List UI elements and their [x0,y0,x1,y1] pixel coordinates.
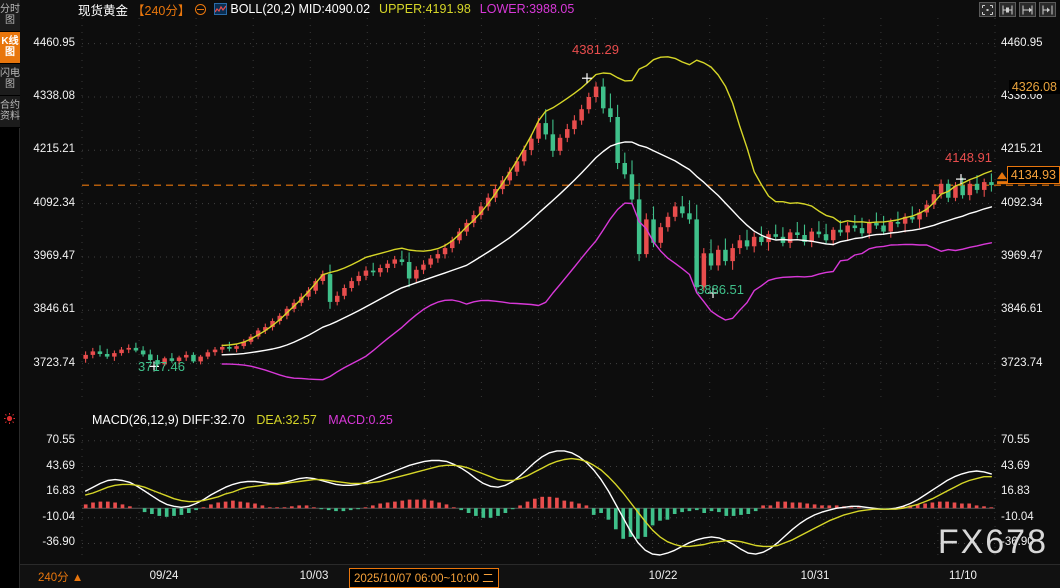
macd-axis-label-left-0: 70.55 [46,433,75,446]
time-tick-label-4: 11/10 [949,570,977,582]
price-axis-label-right-2: 4215.21 [1001,143,1043,156]
macd-dea-value: DEA:32.57 [256,413,317,427]
macd-series [82,450,995,556]
bollinger-bands [221,56,993,381]
macd-axis-label-right-3: -10.04 [1001,510,1034,523]
zoom-fit-icon[interactable] [999,2,1016,17]
price-axis-label-left-5: 3846.61 [33,303,75,316]
sidebar-item-contract-info[interactable]: 合约资料 [0,96,20,128]
boll-mid-text: BOLL(20,2) MID:4090.02 [230,2,371,16]
macd-axis-label-right-1: 43.69 [1001,459,1030,472]
grid-lines [81,18,996,556]
macd-axis-label-left-4: -36.90 [42,536,75,549]
macd-axis-label-left-2: 16.83 [46,485,75,498]
chart-stage[interactable]: 现货黄金 【240分】 BOLL(20,2) MID:4090.02 UPPER… [20,0,1060,588]
sidebar-item-lightning[interactable]: 闪电图 [0,64,20,96]
price-axis-label-left-4: 3969.47 [33,249,75,262]
scroll-left-icon[interactable] [1019,2,1036,17]
scroll-right-icon[interactable] [1039,2,1056,17]
macd-axis-label-left-1: 43.69 [46,459,75,472]
macd-value: MACD:0.25 [328,413,393,427]
price-axis-label-right-0: 4460.95 [1001,36,1043,49]
sidebar-item-lightning-label: 闪电图 [0,68,20,90]
macd-title: MACD(26,12,9) DIFF:32.70 [92,413,245,427]
sidebar-item-kline-label: K线图 [1,36,19,58]
symbol-name: 现货黄金 [78,3,129,18]
macd-axis-label-left-3: -10.04 [42,510,75,523]
crosshair-move-icon[interactable] [979,2,996,17]
macd-header: MACD(26,12,9) DIFF:32.70 DEA:32.57 MACD:… [92,413,393,427]
sidebar-item-timeline-label: 分时图 [0,4,20,26]
time-axis[interactable]: 240分 ▲ 09/24 10/03 10/22 10/31 11/10 2025/10… [20,564,1060,588]
time-tick-label-3: 10/31 [800,570,830,582]
high-price-tag: 4326.08 [1008,80,1060,94]
boll-lower-text: LOWER:3988.05 [479,2,575,16]
chart-header: 现货黄金 【240分】 BOLL(20,2) MID:4090.02 UPPER… [20,0,1060,18]
boll-upper-text: UPPER:4191.98 [379,2,471,16]
minus-circle-icon[interactable] [195,3,207,15]
price-axis-label-left-6: 3723.74 [33,356,75,369]
low-price-annotation-left: 3717.46 [138,359,185,374]
macd-axis-label-right-2: 16.83 [1001,485,1030,498]
price-axis-label-left-3: 4092.34 [33,196,75,209]
crosshair-markers [149,73,966,372]
period-label: 【240分】 [132,3,191,18]
time-tick-label-1: 10/03 [299,570,329,582]
price-axis-label-left-0: 4460.95 [33,36,75,49]
record-dot-icon [4,413,15,424]
price-axis-label-left-2: 4215.21 [33,143,75,156]
period-badge[interactable]: 240分 ▲ [38,572,84,584]
price-axis-label-right-4: 3969.47 [1001,249,1043,262]
last-price-tag[interactable]: 4134.93 [1006,166,1060,184]
peak-price-annotation: 4381.29 [572,42,619,57]
time-tick-label-0: 09/24 [149,570,179,582]
time-tick-label-2: 10/22 [648,570,678,582]
sidebar-item-contract-info-label: 合约资料 [0,100,20,122]
macd-axis-label-right-4: -36.90 [1001,536,1034,549]
chart-toolbar[interactable] [979,2,1056,17]
crosshair-time-tooltip: 2025/10/07 06:00~10:00 二 [349,568,499,588]
sidebar-item-kline[interactable]: K线图 [0,32,20,64]
price-axis-label-left-1: 4338.08 [33,89,75,102]
last-price-marker [997,172,1007,185]
sidebar-item-timeline[interactable]: 分时图 [0,0,20,32]
price-axis-label-right-5: 3846.61 [1001,303,1043,316]
watermark-logo: FX678 [937,523,1048,561]
macd-axis-label-right-0: 70.55 [1001,433,1030,446]
wave-chart-icon[interactable] [214,3,228,15]
recent-high-annotation: 4148.91 [945,150,992,165]
chart-canvas[interactable] [20,0,1060,588]
left-sidebar: 分时图 K线图 闪电图 合约资料 [0,0,20,588]
price-axis-label-right-6: 3723.74 [1001,356,1043,369]
candlestick-series [83,78,994,367]
low-price-annotation-mid: 3886.51 [697,282,744,297]
price-axis-label-right-3: 4092.34 [1001,196,1043,209]
